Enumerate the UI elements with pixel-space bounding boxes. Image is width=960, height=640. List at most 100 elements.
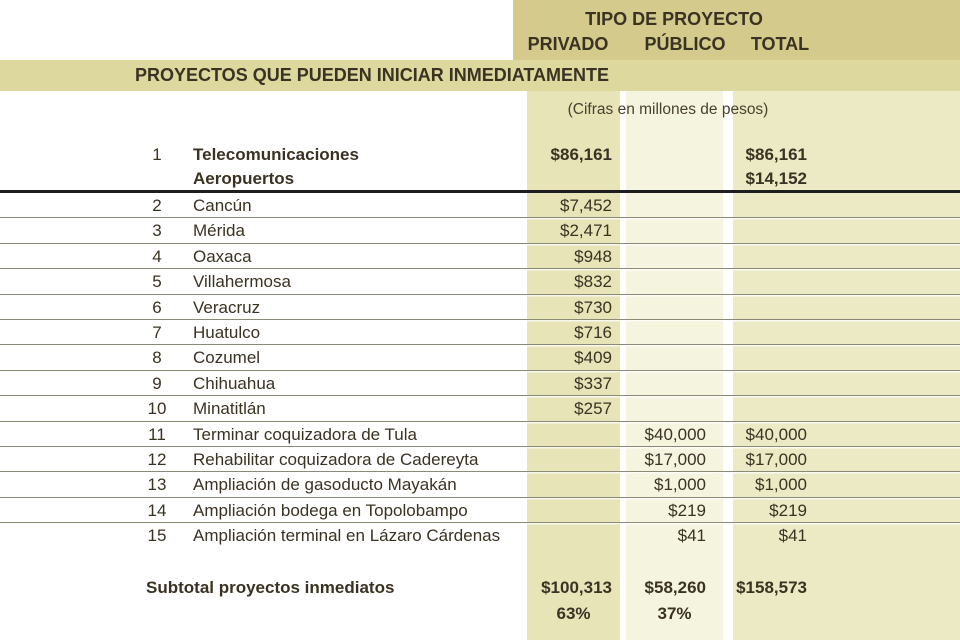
value-publico: $41 <box>677 526 706 546</box>
value-total: $14,152 <box>745 169 807 188</box>
value-total: $17,000 <box>745 449 807 469</box>
project-label: Chihuahua <box>193 373 276 393</box>
project-label: Terminar coquizadora de Tula <box>193 424 417 444</box>
publico-column-shading <box>626 91 723 640</box>
value-publico: $17,000 <box>644 449 706 469</box>
table-row: 2 Cancún $7,452 <box>0 193 960 219</box>
project-label: Ampliación terminal en Lázaro Cárdenas <box>193 526 501 546</box>
value-privado: $409 <box>574 348 612 368</box>
row-number: 8 <box>152 348 162 368</box>
project-label: Mérida <box>193 221 245 241</box>
table-row: 7 Huatulco $716 <box>0 320 960 346</box>
value-privado: $716 <box>574 322 612 342</box>
value-privado <box>527 422 612 446</box>
section-title: PROYECTOS QUE PUEDEN INICIAR INMEDIATAME… <box>135 65 610 85</box>
value-publico <box>626 320 706 344</box>
table-row: 15 Ampliación terminal en Lázaro Cárdenas… <box>0 523 960 548</box>
value-total <box>733 345 807 369</box>
value-publico <box>626 295 706 319</box>
section-title-band: PROYECTOS QUE PUEDEN INICIAR INMEDIATAME… <box>0 60 960 91</box>
section-divider-line <box>0 190 960 193</box>
subtotal-publico: $58,260 <box>644 578 706 597</box>
subtotal-total: $158,573 <box>736 578 807 597</box>
project-label: Aeropuertos <box>193 169 295 188</box>
table-row: 12 Rehabilitar coquizadora de Cadereyta $1… <box>0 447 960 473</box>
row-number: 6 <box>152 297 162 317</box>
row-number: 14 <box>147 500 167 520</box>
project-label: Ampliación de gasoducto Mayakán <box>193 475 457 495</box>
value-privado <box>527 167 612 190</box>
value-total <box>733 320 807 344</box>
project-label: Minatitlán <box>193 399 266 419</box>
table-row: 10 Minatitlán $257 <box>0 396 960 422</box>
value-total <box>733 244 807 268</box>
project-label: Veracruz <box>193 297 261 317</box>
publico-percentage: 37% <box>657 604 692 623</box>
value-publico <box>626 345 706 369</box>
value-total: $41 <box>778 526 807 546</box>
project-type-title: TIPO DE PROYECTO <box>585 9 763 29</box>
value-privado <box>527 447 612 471</box>
percentage-row: 63% 37% <box>0 601 960 626</box>
table-row: 6 Veracruz $730 <box>0 295 960 320</box>
value-privado: $730 <box>574 297 612 317</box>
table-row: 8 Cozumel $409 <box>0 345 960 371</box>
project-label: Cozumel <box>193 348 261 368</box>
row-number: 10 <box>147 399 167 419</box>
value-publico: $40,000 <box>644 424 706 444</box>
project-label: Rehabilitar coquizadora de Cadereyta <box>193 449 479 469</box>
value-publico <box>626 371 706 395</box>
value-privado: $337 <box>574 373 612 393</box>
subtotal-privado: $100,313 <box>541 578 612 597</box>
privado-column-shading <box>527 91 620 640</box>
table-row: Aeropuertos $14,152 <box>0 167 960 190</box>
project-label: Telecomunicaciones <box>193 145 359 164</box>
value-publico <box>626 244 706 268</box>
project-label: Oaxaca <box>193 246 252 266</box>
row-number: 3 <box>152 221 162 241</box>
value-total: $40,000 <box>745 424 807 444</box>
table-row: 1 Telecomunicaciones $86,161 $86,161 <box>0 143 960 167</box>
row-number: 5 <box>152 272 162 292</box>
project-label: Huatulco <box>193 322 261 342</box>
project-type-header: TIPO DE PROYECTO PRIVADO PÚBLICO TOTAL <box>513 0 960 60</box>
row-number: 4 <box>152 246 162 266</box>
table-row: 13 Ampliación de gasoducto Mayakán $1,000 $… <box>0 472 960 498</box>
table-body: 1 Telecomunicaciones $86,161 $86,161 Aeropue… <box>0 143 960 548</box>
column-header-total: TOTAL <box>750 34 810 54</box>
table-row: 4 Oaxaca $948 <box>0 244 960 270</box>
value-publico <box>626 269 706 293</box>
value-publico <box>626 193 706 217</box>
value-total <box>733 371 807 395</box>
table-row: 3 Mérida $2,471 <box>0 218 960 244</box>
column-header-privado: PRIVADO <box>527 34 609 54</box>
value-privado: $7,452 <box>560 196 612 215</box>
value-privado <box>527 498 612 522</box>
value-total <box>733 396 807 420</box>
row-number: 2 <box>152 196 162 215</box>
value-privado: $2,471 <box>560 221 612 241</box>
row-number: 15 <box>147 526 167 546</box>
value-privado: $832 <box>574 272 612 292</box>
row-number: 1 <box>152 145 162 164</box>
value-total: $86,161 <box>745 145 807 164</box>
value-privado: $257 <box>574 399 612 419</box>
value-total <box>733 218 807 242</box>
row-number: 7 <box>152 322 162 342</box>
column-header-publico: PÚBLICO <box>644 34 726 54</box>
value-publico <box>626 143 706 167</box>
subtotal-label: Subtotal proyectos inmediatos <box>146 578 395 597</box>
value-publico: $219 <box>668 500 706 520</box>
row-number: 9 <box>152 373 162 393</box>
table-row: 11 Terminar coquizadora de Tula $40,000 $40… <box>0 422 960 447</box>
row-number: 11 <box>148 424 166 444</box>
row-number: 13 <box>147 475 167 495</box>
project-label: Cancún <box>193 196 252 215</box>
table-row: 9 Chihuahua $337 <box>0 371 960 397</box>
value-total <box>733 193 807 217</box>
units-note: (Cifras en millones de pesos) <box>567 101 769 118</box>
row-number <box>131 167 183 190</box>
value-total: $1,000 <box>755 475 807 495</box>
value-total <box>733 269 807 293</box>
